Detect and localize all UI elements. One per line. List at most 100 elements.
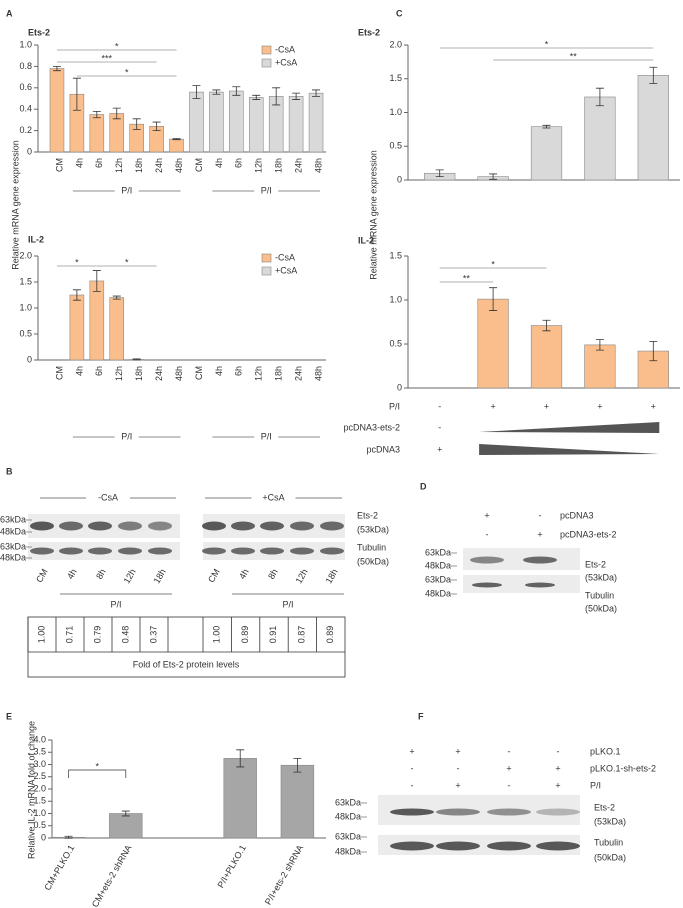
size-marker: 63kDa [0,541,26,551]
bar [89,280,105,361]
blot-band [148,521,172,531]
error-bar [152,121,161,131]
blot-band [231,521,255,531]
legend-swatch [261,266,272,276]
blot-band [536,808,580,816]
blot-band [231,547,255,555]
table-cell: 0.48 [120,626,130,644]
y-axis-label: Relative mRNA gene expression [10,140,20,270]
error-bar [52,66,61,72]
blot-band [487,841,531,851]
blot-band [88,547,112,555]
blot-band [470,556,504,564]
error-bar [236,749,245,768]
table-cell: 0.79 [92,626,102,644]
condition-sign: - [486,529,489,539]
group-label: P/I [261,431,272,441]
blot-band [59,521,83,531]
error-bar [649,66,658,84]
band-name: Tubulin [594,837,623,847]
group-label: P/I [121,185,132,195]
y-tick-label: 0.8 [19,61,32,71]
condition-label: pcDNA3 [560,510,594,520]
x-tick-label: 24h [293,158,303,173]
table-cell: 1.00 [36,626,46,644]
y-tick-label: 0 [397,174,402,184]
blot-band [202,521,226,531]
bar [584,96,616,181]
chart-title: IL-2 [28,234,44,244]
legend-swatch [261,58,272,68]
panel-label: F [418,711,424,721]
error-bar [132,358,141,361]
condition-sign: + [597,401,602,411]
blot-band [30,547,54,555]
group-label: P/I [121,431,132,441]
band-name: Ets-2 [594,802,615,812]
blot-band [118,547,142,555]
y-tick-label: 2.0 [33,783,46,793]
blot-band [536,841,580,851]
x-tick-label: CM [54,158,64,172]
condition-sign: - [508,780,511,790]
blot-band [487,808,531,816]
condition-sign: + [544,401,549,411]
x-tick-label: 48h [313,158,323,173]
blot-strip [463,548,580,570]
gradient-ramp [479,444,660,455]
condition-sign: + [409,746,414,756]
lane-label: 4h [237,567,251,581]
significance-label: ** [463,273,471,283]
table-cell: 0.71 [64,626,74,644]
y-tick-label: 1.5 [19,276,32,286]
error-bar [542,319,551,332]
error-bar [112,295,121,300]
condition-sign: + [537,529,542,539]
error-bar [212,89,221,95]
band-name: Tubulin [585,590,614,600]
size-marker: 48kDa [425,560,451,570]
error-bar [92,110,101,119]
x-tick-label: 24h [154,158,164,173]
x-tick-label: 18h [134,158,144,173]
bar [49,68,65,153]
x-tick-label: CM [54,366,64,380]
bar [189,91,204,153]
legend-swatch [261,253,272,263]
band-size: (50kDa) [357,556,389,566]
table-cell: 1.00 [211,626,221,644]
y-tick-label: 0.6 [19,82,32,92]
bar [280,764,315,839]
bar [530,126,563,181]
condition-sign: + [555,780,560,790]
table-cell: 0.89 [325,626,335,644]
condition-sign: + [455,780,460,790]
table-cell: 0.87 [297,626,307,644]
bar [209,91,224,153]
condition-sign: - [508,746,511,756]
y-tick-label: 1.0 [19,39,32,49]
y-tick-label: 1.0 [19,302,32,312]
x-tick-label: 12h [114,158,124,173]
band-name: Ets-2 [357,510,378,520]
x-tick-label: 18h [134,366,144,381]
panel-label: C [396,8,403,18]
significance-label: * [115,41,119,51]
bar [109,813,143,839]
legend-swatch [261,45,272,55]
y-tick-label: 1.0 [389,107,402,117]
chart-title: Ets-2 [358,27,380,37]
error-bar [292,92,301,100]
y-tick-label: 1.0 [389,294,402,304]
blot-band [436,841,480,851]
bar [229,90,244,153]
error-bar [132,118,141,130]
condition-sign: - [557,746,560,756]
blot-band [472,582,502,588]
bar [308,92,324,153]
y-tick-label: 1.5 [389,73,402,83]
bar [584,344,616,389]
y-tick-label: 1.5 [389,250,402,260]
condition-label: pLKO.1-sh-ets-2 [590,763,656,773]
error-bar [435,169,444,178]
